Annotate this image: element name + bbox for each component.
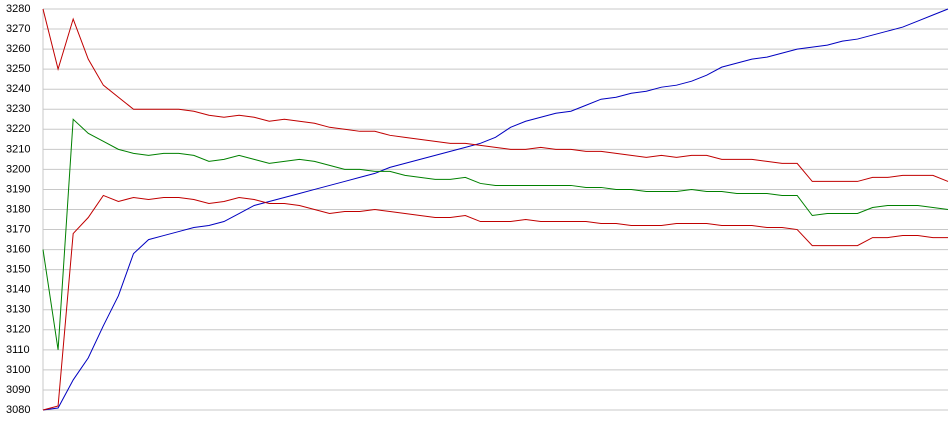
y-tick-label: 3170 <box>6 223 30 235</box>
y-tick-label: 3260 <box>6 43 30 55</box>
y-tick-label: 3090 <box>6 384 30 396</box>
y-tick-label: 3230 <box>6 103 30 115</box>
y-tick-label: 3100 <box>6 364 30 376</box>
y-tick-label: 3240 <box>6 83 30 95</box>
y-tick-label: 3150 <box>6 264 30 276</box>
y-tick-label: 3210 <box>6 143 30 155</box>
y-tick-label: 3160 <box>6 244 30 256</box>
y-tick-label: 3220 <box>6 123 30 135</box>
y-tick-label: 3130 <box>6 304 30 316</box>
series-line <box>42 194 948 411</box>
series-line <box>42 8 949 182</box>
y-tick-label: 3190 <box>6 183 30 195</box>
series-line <box>42 118 949 350</box>
y-tick-label: 3200 <box>6 163 30 175</box>
y-tick-label: 3120 <box>6 324 30 336</box>
y-tick-label: 3180 <box>6 203 30 215</box>
y-tick-label: 3110 <box>6 344 30 356</box>
y-tick-label: 3280 <box>6 3 30 15</box>
y-tick-label: 3250 <box>6 63 30 75</box>
y-tick-label: 3140 <box>6 284 30 296</box>
y-tick-label: 3080 <box>6 404 30 416</box>
y-tick-label: 3270 <box>6 23 30 35</box>
series-line <box>42 8 949 411</box>
